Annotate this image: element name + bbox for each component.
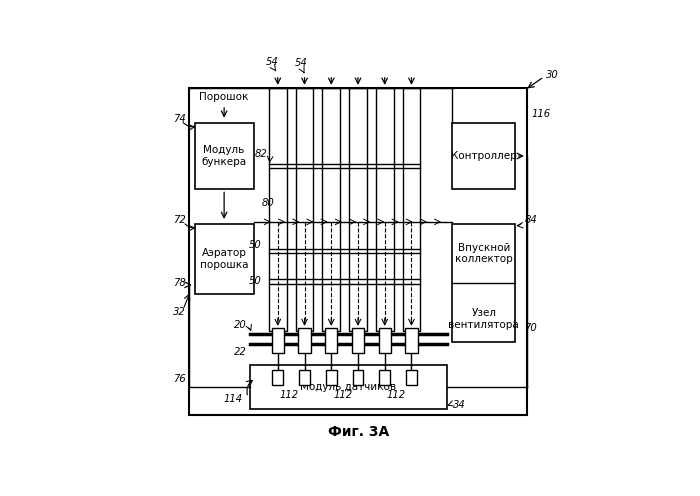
- Bar: [353, 370, 363, 385]
- Bar: [352, 328, 364, 353]
- Text: Фиг. 3А: Фиг. 3А: [328, 425, 389, 439]
- Bar: [379, 370, 390, 385]
- Text: 54: 54: [266, 57, 279, 67]
- Bar: [298, 328, 311, 353]
- Text: Контроллер: Контроллер: [451, 151, 517, 161]
- Bar: [326, 370, 337, 385]
- Bar: [325, 328, 337, 353]
- Text: 76: 76: [173, 374, 186, 384]
- Bar: [405, 328, 418, 353]
- Text: 50: 50: [248, 276, 261, 286]
- Bar: [402, 88, 420, 331]
- Bar: [452, 224, 515, 342]
- Text: Порошок: Порошок: [199, 92, 248, 102]
- Text: 74: 74: [173, 114, 186, 124]
- Text: 114: 114: [223, 394, 242, 404]
- Bar: [406, 370, 416, 385]
- Text: 116: 116: [531, 109, 550, 119]
- Text: 84: 84: [525, 215, 538, 225]
- Text: Впускной
коллектор: Впускной коллектор: [455, 243, 512, 264]
- Bar: [349, 88, 367, 331]
- Bar: [295, 88, 314, 331]
- Text: 78: 78: [173, 278, 186, 288]
- Text: Аэратор
порошка: Аэратор порошка: [200, 248, 248, 270]
- Text: 72: 72: [173, 215, 186, 225]
- Bar: [379, 328, 391, 353]
- Text: Модуль
бункера: Модуль бункера: [202, 145, 246, 167]
- Text: 30: 30: [546, 70, 559, 80]
- Bar: [189, 88, 527, 415]
- Text: 50: 50: [248, 240, 261, 250]
- Text: 34: 34: [454, 400, 466, 410]
- Text: 20: 20: [234, 319, 246, 329]
- Bar: [323, 88, 340, 331]
- Text: 32: 32: [173, 307, 186, 316]
- Bar: [272, 370, 283, 385]
- Bar: [195, 224, 253, 295]
- Text: 112: 112: [333, 390, 352, 400]
- Text: 82: 82: [255, 149, 267, 159]
- Bar: [269, 88, 286, 331]
- Text: 112: 112: [280, 390, 299, 400]
- Text: Модуль датчиков: Модуль датчиков: [300, 382, 396, 392]
- Text: Узел
вентилятора: Узел вентилятора: [449, 309, 519, 330]
- Bar: [452, 123, 515, 189]
- Text: 70: 70: [524, 323, 536, 333]
- Text: 22: 22: [234, 347, 246, 357]
- Bar: [272, 328, 284, 353]
- Text: 80: 80: [261, 198, 274, 208]
- Bar: [195, 123, 253, 189]
- Bar: [376, 88, 393, 331]
- Bar: [299, 370, 310, 385]
- Text: 54: 54: [294, 59, 307, 68]
- Text: 112: 112: [386, 390, 406, 400]
- Bar: [250, 365, 447, 409]
